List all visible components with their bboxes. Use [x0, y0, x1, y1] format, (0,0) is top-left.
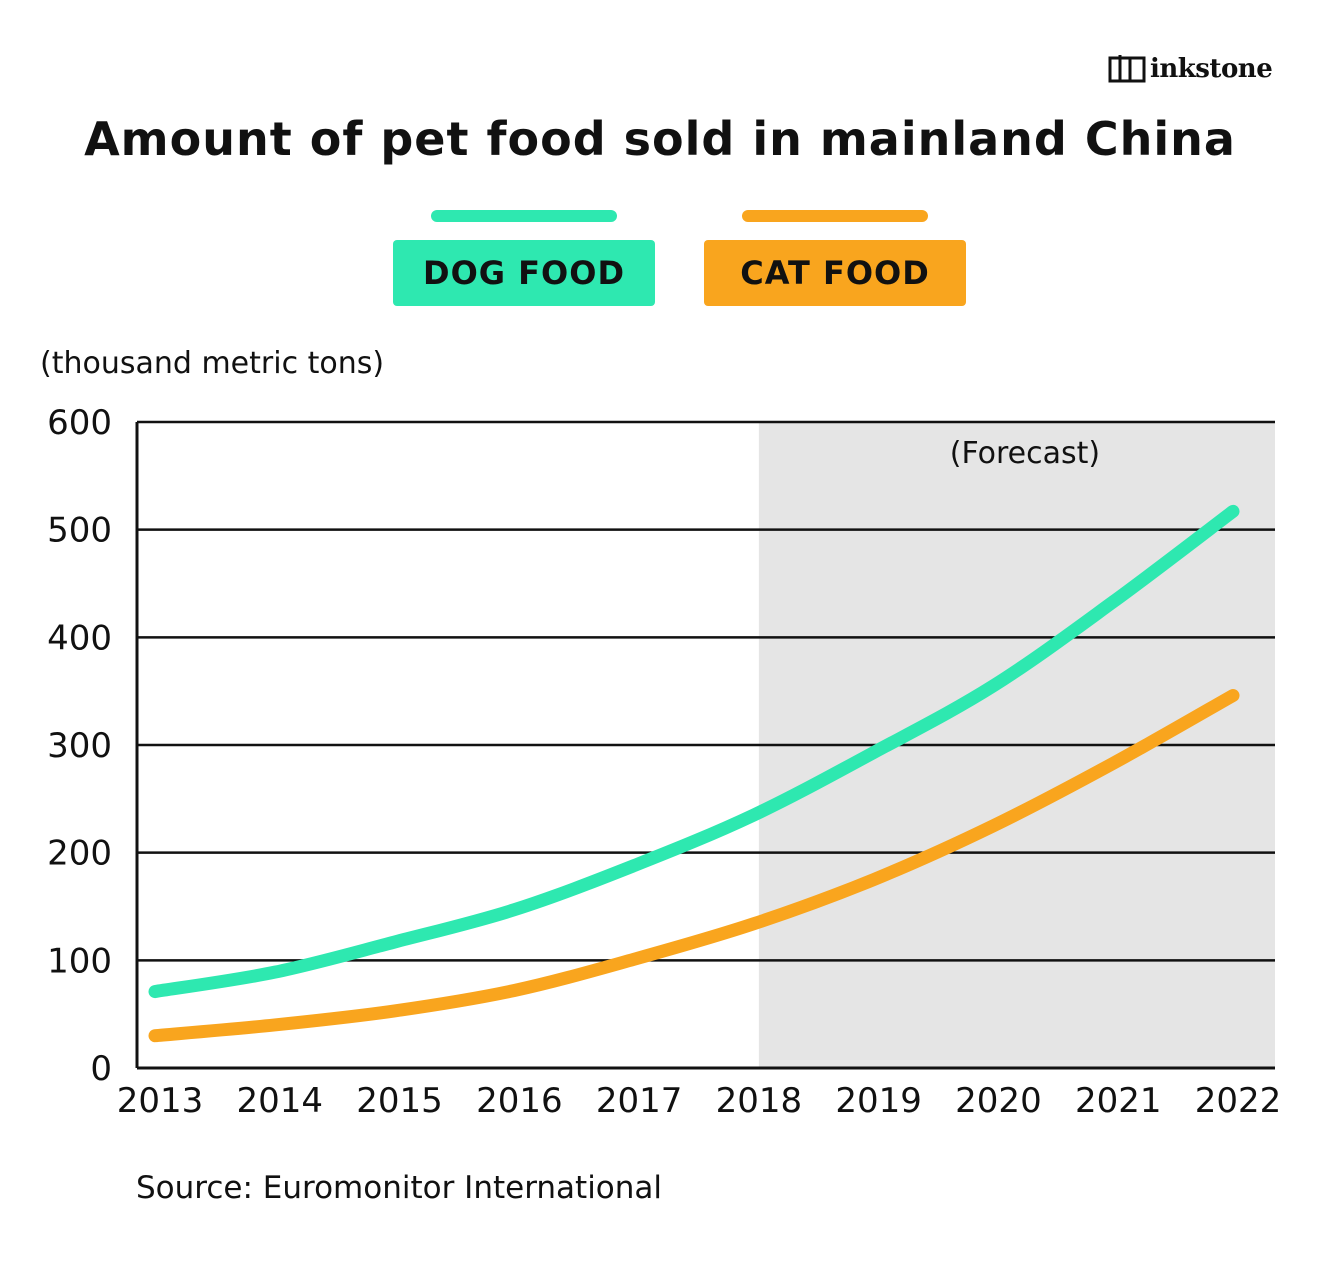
x-tick-label-2013: 2013 — [117, 1081, 204, 1121]
forecast-label: (Forecast) — [950, 436, 1100, 471]
y-tick-label-0: 0 — [90, 1049, 112, 1089]
chart-title: Amount of pet food sold in mainland Chin… — [84, 112, 1236, 166]
legend-label-cat-food: CAT FOOD — [704, 240, 966, 306]
y-tick-label-300: 300 — [47, 726, 112, 766]
x-tick-label-2020: 2020 — [955, 1081, 1042, 1121]
inkstone-logo: inkstone — [1108, 54, 1273, 84]
y-tick-label-500: 500 — [47, 511, 112, 551]
x-tick-label-2019: 2019 — [835, 1081, 922, 1121]
x-tick-label-2015: 2015 — [356, 1081, 443, 1121]
legend-item-cat-food: CAT FOOD — [704, 210, 966, 306]
legend-label-dog-food: DOG FOOD — [393, 240, 655, 306]
x-tick-label-2021: 2021 — [1075, 1081, 1162, 1121]
x-tick-label-2018: 2018 — [716, 1081, 803, 1121]
x-tick-label-2016: 2016 — [476, 1081, 563, 1121]
y-tick-label-400: 400 — [47, 618, 112, 658]
source-note: Source: Euromonitor International — [136, 1170, 663, 1206]
x-tick-label-2017: 2017 — [596, 1081, 683, 1121]
legend-line-dog-food — [431, 210, 617, 222]
series-line-cat-food — [148, 688, 1240, 1043]
x-tick-label-2014: 2014 — [237, 1081, 324, 1121]
y-tick-label-600: 600 — [47, 403, 112, 443]
legend-item-dog-food: DOG FOOD — [393, 210, 655, 306]
legend-line-cat-food — [742, 210, 928, 222]
x-tick-label-2022: 2022 — [1195, 1081, 1282, 1121]
series-line-dog-food — [148, 504, 1240, 999]
brand-name: inkstone — [1150, 54, 1273, 84]
y-tick-label-100: 100 — [47, 941, 112, 981]
y-tick-label-200: 200 — [47, 834, 112, 874]
inkstone-logo-icon — [1108, 55, 1146, 83]
y-axis-unit-label: (thousand metric tons) — [40, 346, 385, 381]
